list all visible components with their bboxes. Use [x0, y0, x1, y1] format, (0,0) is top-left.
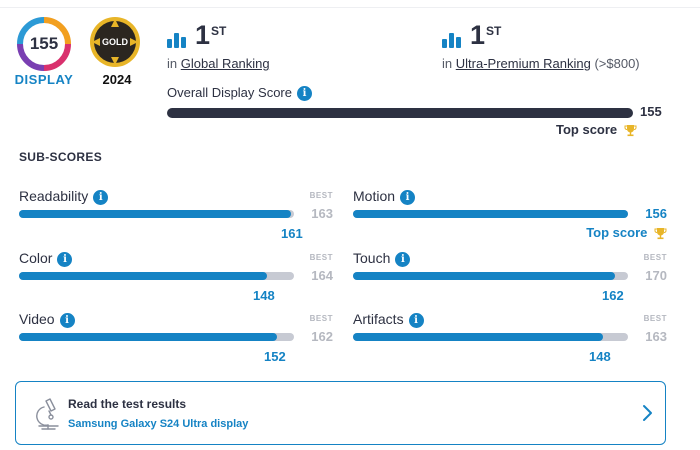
subscore-value: 148 — [589, 349, 611, 364]
display-score-value: 155 — [29, 34, 59, 53]
trophy-icon — [624, 125, 637, 137]
top-score-label: Top score — [586, 225, 648, 240]
global-rank-suffix: ST — [211, 24, 227, 38]
best-label: BEST — [643, 314, 667, 323]
subscores-heading: SUB-SCORES — [19, 150, 103, 164]
chevron-right-icon[interactable] — [639, 403, 655, 423]
subscore-readability: Readability i BEST 163 161 — [19, 188, 339, 248]
overall-score-label: Overall Display Score i — [167, 85, 312, 102]
subscore-value: 161 — [281, 226, 303, 241]
premium-rank-suffix: ST — [486, 24, 502, 38]
gold-medal-icon — [90, 17, 140, 67]
subscore-bar-fill — [353, 210, 628, 218]
overall-score-value: 155 — [640, 104, 662, 119]
top-divider — [0, 7, 700, 8]
ranking-bars-icon — [442, 28, 464, 48]
subscore-name: Video — [19, 311, 55, 327]
subscore-label: Readability i — [19, 188, 109, 205]
best-label: BEST — [309, 253, 333, 262]
global-ranking-prefix: in — [167, 56, 178, 71]
subscore-bar-fill — [19, 272, 268, 280]
info-icon[interactable]: i — [57, 251, 73, 267]
subscore-bar-fill — [19, 210, 291, 218]
subscore-value: 148 — [253, 288, 275, 303]
info-icon[interactable]: i — [408, 312, 424, 328]
info-icon[interactable]: i — [59, 312, 75, 328]
subscore-video: Video i BEST 162 152 — [19, 311, 339, 371]
subscore-bar — [353, 333, 628, 341]
subscore-name: Touch — [353, 250, 391, 266]
microscope-icon — [36, 398, 59, 430]
subscore-name: Motion — [353, 188, 396, 204]
info-icon[interactable]: i — [297, 86, 312, 102]
score-ring-icon — [17, 17, 71, 71]
subscore-artifacts: Artifacts i BEST 163 148 — [353, 311, 673, 371]
subscore-value: 162 — [602, 288, 624, 303]
best-value: 163 — [311, 206, 333, 221]
subscore-bar — [353, 210, 628, 218]
premium-price-range: (>$800) — [594, 56, 640, 71]
subscore-bar — [19, 210, 294, 218]
best-label: BEST — [309, 314, 333, 323]
motion-top-score: Top score — [586, 225, 667, 240]
subscore-name: Artifacts — [353, 311, 404, 327]
overall-score-bar — [167, 108, 633, 118]
subscore-value: 152 — [264, 349, 286, 364]
subscore-bar — [353, 272, 628, 280]
gold-medal-badge: GOLD — [88, 15, 142, 69]
subscore-color: Color i BEST 164 148 — [19, 250, 339, 310]
subscore-motion: Motion i 156 Top score — [353, 188, 673, 248]
premium-ranking-line: in Ultra-Premium Ranking (>$800) — [442, 56, 640, 71]
subscore-value: 156 — [645, 206, 667, 221]
subscore-bar — [19, 333, 294, 341]
best-label: BEST — [643, 253, 667, 262]
subscore-label: Color i — [19, 250, 73, 267]
gold-medal-label: GOLD — [102, 37, 128, 47]
premium-ranking-link[interactable]: Ultra-Premium Ranking — [455, 56, 591, 71]
subscore-bar-fill — [353, 333, 603, 341]
subscore-label: Touch i — [353, 250, 411, 267]
top-score-label: Top score — [556, 122, 618, 137]
subscore-bar — [19, 272, 294, 280]
subscore-label: Video i — [19, 311, 75, 328]
best-value: 163 — [645, 329, 667, 344]
premium-ranking-prefix: in — [442, 56, 453, 71]
best-value: 162 — [311, 329, 333, 344]
trophy-icon — [654, 228, 667, 240]
overall-score-title: Overall Display Score — [167, 85, 292, 100]
info-icon[interactable]: i — [93, 189, 109, 205]
best-label: BEST — [309, 191, 333, 200]
overall-top-score: Top score — [556, 122, 637, 137]
test-results-link[interactable]: Samsung Galaxy S24 Ultra display — [68, 418, 249, 430]
subscore-name: Readability — [19, 188, 89, 204]
info-icon[interactable]: i — [400, 189, 416, 205]
subscore-touch: Touch i BEST 170 162 — [353, 250, 673, 310]
subscore-label: Motion i — [353, 188, 416, 205]
subscore-label: Artifacts i — [353, 311, 424, 328]
ranking-bars-icon — [167, 28, 189, 48]
subscore-name: Color — [19, 250, 53, 266]
subscore-bar-fill — [19, 333, 277, 341]
info-icon[interactable]: i — [395, 251, 411, 267]
display-caption: DISPLAY — [14, 72, 74, 87]
test-results-card[interactable]: Read the test results Samsung Galaxy S24… — [15, 381, 666, 445]
award-year: 2024 — [102, 72, 132, 87]
display-score-badge: 155 — [15, 15, 73, 73]
global-rank-number: 1 — [195, 20, 211, 50]
global-ranking-link[interactable]: Global Ranking — [180, 56, 270, 71]
subscore-bar-fill — [353, 272, 616, 280]
global-ranking-line: in Global Ranking — [167, 56, 270, 71]
best-value: 164 — [311, 268, 333, 283]
premium-rank-number: 1 — [470, 20, 486, 50]
best-value: 170 — [645, 268, 667, 283]
test-results-title: Read the test results — [68, 397, 187, 411]
